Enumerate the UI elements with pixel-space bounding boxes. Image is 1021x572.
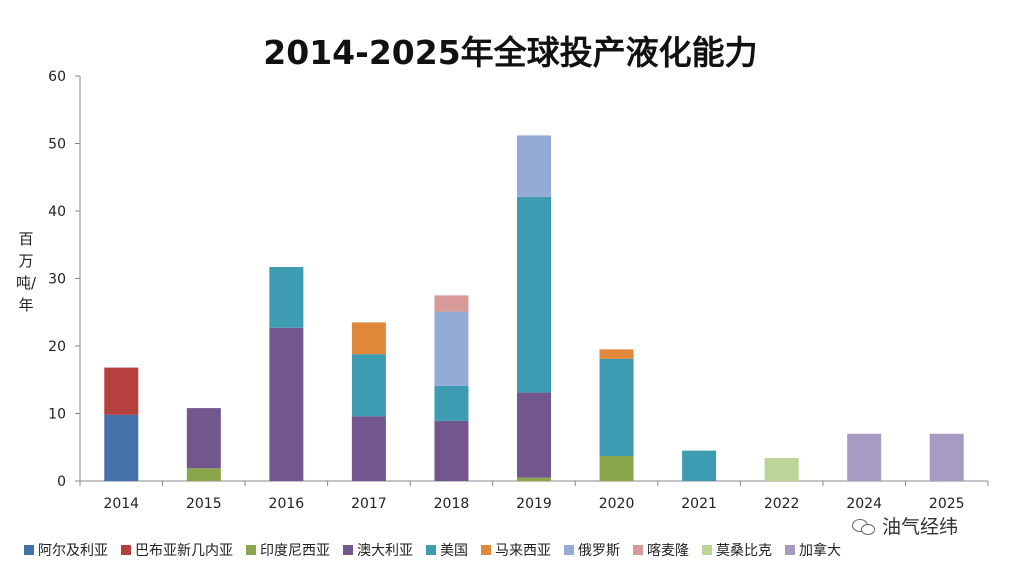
legend-label: 加拿大 [799, 543, 841, 559]
legend-item: 巴布亚新几内亚 [121, 540, 233, 560]
bar-segment [104, 367, 139, 415]
y-tick-label: 60 [48, 69, 66, 85]
y-axis-label: 百万吨/年 [15, 230, 37, 314]
legend-item: 印度尼西亚 [246, 540, 330, 560]
legend-label: 马来西亚 [495, 543, 551, 559]
legend-swatch [633, 545, 643, 555]
bar-segment [351, 416, 386, 481]
x-tick-label: 2014 [103, 496, 139, 512]
y-tick-label: 40 [48, 204, 66, 220]
bar-segment [599, 349, 634, 359]
bar-segment [599, 456, 634, 481]
chart-legend: 阿尔及利亚 巴布亚新几内亚 印度尼西亚 澳大利亚 美国 马来西亚 俄罗斯 喀麦隆 莫桑比克 加拿大 [24, 540, 1021, 560]
legend-swatch [702, 545, 712, 555]
bar-segment [434, 295, 469, 312]
x-tick-label: 2020 [599, 496, 635, 512]
legend-item: 加拿大 [785, 540, 841, 560]
legend-swatch [24, 545, 34, 555]
legend-swatch [246, 545, 256, 555]
bar-segment [351, 354, 386, 417]
x-tick-label: 2024 [846, 496, 882, 512]
legend-label: 巴布亚新几内亚 [135, 543, 233, 559]
legend-swatch [785, 545, 795, 555]
bar-segment [269, 267, 304, 328]
bar-segment [434, 385, 469, 421]
bar-segment [434, 311, 469, 386]
legend-item: 俄罗斯 [564, 540, 620, 560]
legend-label: 澳大利亚 [357, 543, 413, 559]
y-tick-label: 0 [57, 474, 66, 490]
legend-label: 印度尼西亚 [260, 543, 330, 559]
bar-segment [517, 477, 551, 481]
bar-segment [517, 196, 551, 393]
bar-segment [847, 433, 882, 481]
legend-swatch [426, 545, 436, 555]
legend-item: 美国 [426, 540, 468, 560]
legend-label: 喀麦隆 [647, 543, 689, 559]
x-tick-label: 2025 [929, 496, 965, 512]
x-tick-label: 2019 [516, 496, 552, 512]
legend-swatch [343, 545, 353, 555]
y-tick-label: 50 [48, 137, 66, 153]
x-tick-label: 2017 [351, 496, 387, 512]
legend-item: 阿尔及利亚 [24, 540, 108, 560]
bar-segment [764, 458, 799, 481]
bar-segment [186, 468, 221, 481]
chart-title: 2014-2025年全球投产液化能力 [263, 33, 758, 72]
legend-item: 喀麦隆 [633, 540, 689, 560]
x-tick-label: 2022 [764, 496, 800, 512]
bar-segment [517, 392, 551, 478]
x-tick-label: 2021 [681, 496, 717, 512]
bar-segment [434, 420, 469, 481]
bar-segment [104, 414, 139, 481]
bar-segment [351, 322, 386, 355]
bar-segment [186, 408, 221, 469]
bar-segment [599, 358, 634, 457]
legend-swatch [121, 545, 131, 555]
y-tick-label: 20 [48, 339, 66, 355]
legend-label: 美国 [440, 543, 468, 559]
legend-label: 俄罗斯 [578, 543, 620, 559]
legend-swatch [481, 545, 491, 555]
x-tick-label: 2015 [186, 496, 222, 512]
watermark: 油气经纬 [852, 512, 958, 539]
legend-label: 莫桑比克 [716, 543, 772, 559]
watermark-text: 油气经纬 [882, 516, 959, 538]
legend-swatch [564, 545, 574, 555]
legend-item: 澳大利亚 [343, 540, 413, 560]
bar-segment [269, 327, 304, 481]
bar-segment [682, 450, 717, 481]
legend-item: 莫桑比克 [702, 540, 772, 560]
legend-item: 马来西亚 [481, 540, 551, 560]
legend-label: 阿尔及利亚 [38, 543, 108, 559]
bar-segment [517, 135, 551, 197]
y-tick-label: 10 [48, 407, 66, 423]
bar-segment [929, 433, 964, 481]
x-tick-label: 2018 [434, 496, 470, 512]
x-tick-label: 2016 [269, 496, 305, 512]
wechat-icon [852, 517, 876, 535]
y-tick-label: 30 [48, 272, 66, 288]
